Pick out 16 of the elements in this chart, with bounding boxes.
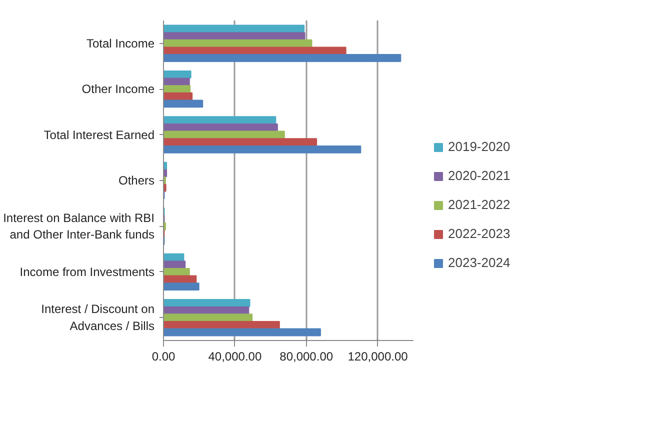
- legend-label: 2020-2021: [448, 168, 510, 183]
- legend-label: 2021-2022: [448, 197, 510, 212]
- legend-label: 2023-2024: [448, 255, 510, 270]
- x-tick-label: 80,000.00: [280, 350, 334, 364]
- legend-label: 2019-2020: [448, 139, 510, 154]
- y-tick-label: Interest on Balance with RBI and Other Inter-Bank funds: [3, 210, 155, 242]
- y-tick-label: Interest / Discount on Advances / Bills: [41, 302, 154, 334]
- y-tick-label: Total Income: [86, 36, 155, 50]
- y-tick-label: Total Interest Earned: [44, 128, 155, 142]
- y-tick-label: Income from Investments: [20, 264, 155, 279]
- x-tick-label: 40,000.00: [208, 350, 262, 364]
- x-tick-label: 0.00: [152, 350, 176, 364]
- x-tick-label: 120,000.00: [348, 350, 408, 364]
- y-tick-label: Other Income: [82, 82, 155, 96]
- y-tick-label: Others: [118, 174, 155, 188]
- legend-label: 2022-2023: [448, 226, 510, 241]
